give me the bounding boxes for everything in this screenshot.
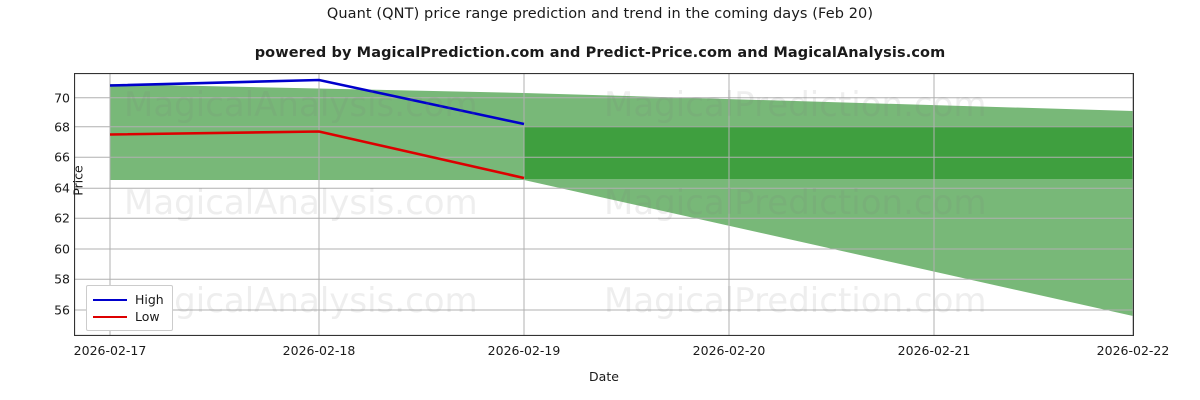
plot-area: MagicalAnalysis.com MagicalPrediction.co… xyxy=(54,73,1169,384)
y-axis-tick-label: 62 xyxy=(54,210,70,226)
y-axis-tick-label: 58 xyxy=(54,271,70,287)
band-dark-range xyxy=(524,126,1133,179)
x-axis-tick-label: 2026-02-20 xyxy=(692,343,766,358)
y-axis-tick-label: 56 xyxy=(54,302,70,318)
x-axis-tick-label: 2026-02-18 xyxy=(282,343,356,358)
legend-item-high: High xyxy=(93,291,164,308)
plot-border xyxy=(74,73,1134,336)
y-axis-tick-label: 66 xyxy=(54,149,70,165)
y-axis-title: Price xyxy=(70,165,86,196)
legend-line-swatch-high xyxy=(93,298,127,301)
plot-svg xyxy=(74,73,1134,336)
y-axis-tick-label: 64 xyxy=(54,180,70,196)
x-axis-tick-label: 2026-02-17 xyxy=(73,343,147,358)
chart-legend: High Low xyxy=(86,285,173,331)
band-light-range xyxy=(110,84,1133,316)
x-axis-tick-label: 2026-02-22 xyxy=(1096,343,1170,358)
y-axis-tick-label: 68 xyxy=(54,119,70,135)
x-axis-tick-label: 2026-02-21 xyxy=(897,343,971,358)
page-title: Quant (QNT) price range prediction and t… xyxy=(326,6,874,22)
legend-line-swatch-low xyxy=(93,315,127,318)
legend-label-low: Low xyxy=(135,309,160,324)
x-axis-tick-label: 2026-02-19 xyxy=(487,343,561,358)
y-axis-tick-label: 60 xyxy=(54,241,70,257)
series-line-low xyxy=(109,130,525,180)
legend-item-low: Low xyxy=(93,308,164,325)
x-axis-title: Date xyxy=(589,369,619,384)
y-axis-tick-label: 70 xyxy=(54,90,70,106)
series-line-high xyxy=(109,78,525,126)
legend-label-high: High xyxy=(135,292,164,307)
grid-lines xyxy=(74,73,1134,336)
chart-subtitle: powered by MagicalPrediction.com and Pre… xyxy=(254,45,946,61)
